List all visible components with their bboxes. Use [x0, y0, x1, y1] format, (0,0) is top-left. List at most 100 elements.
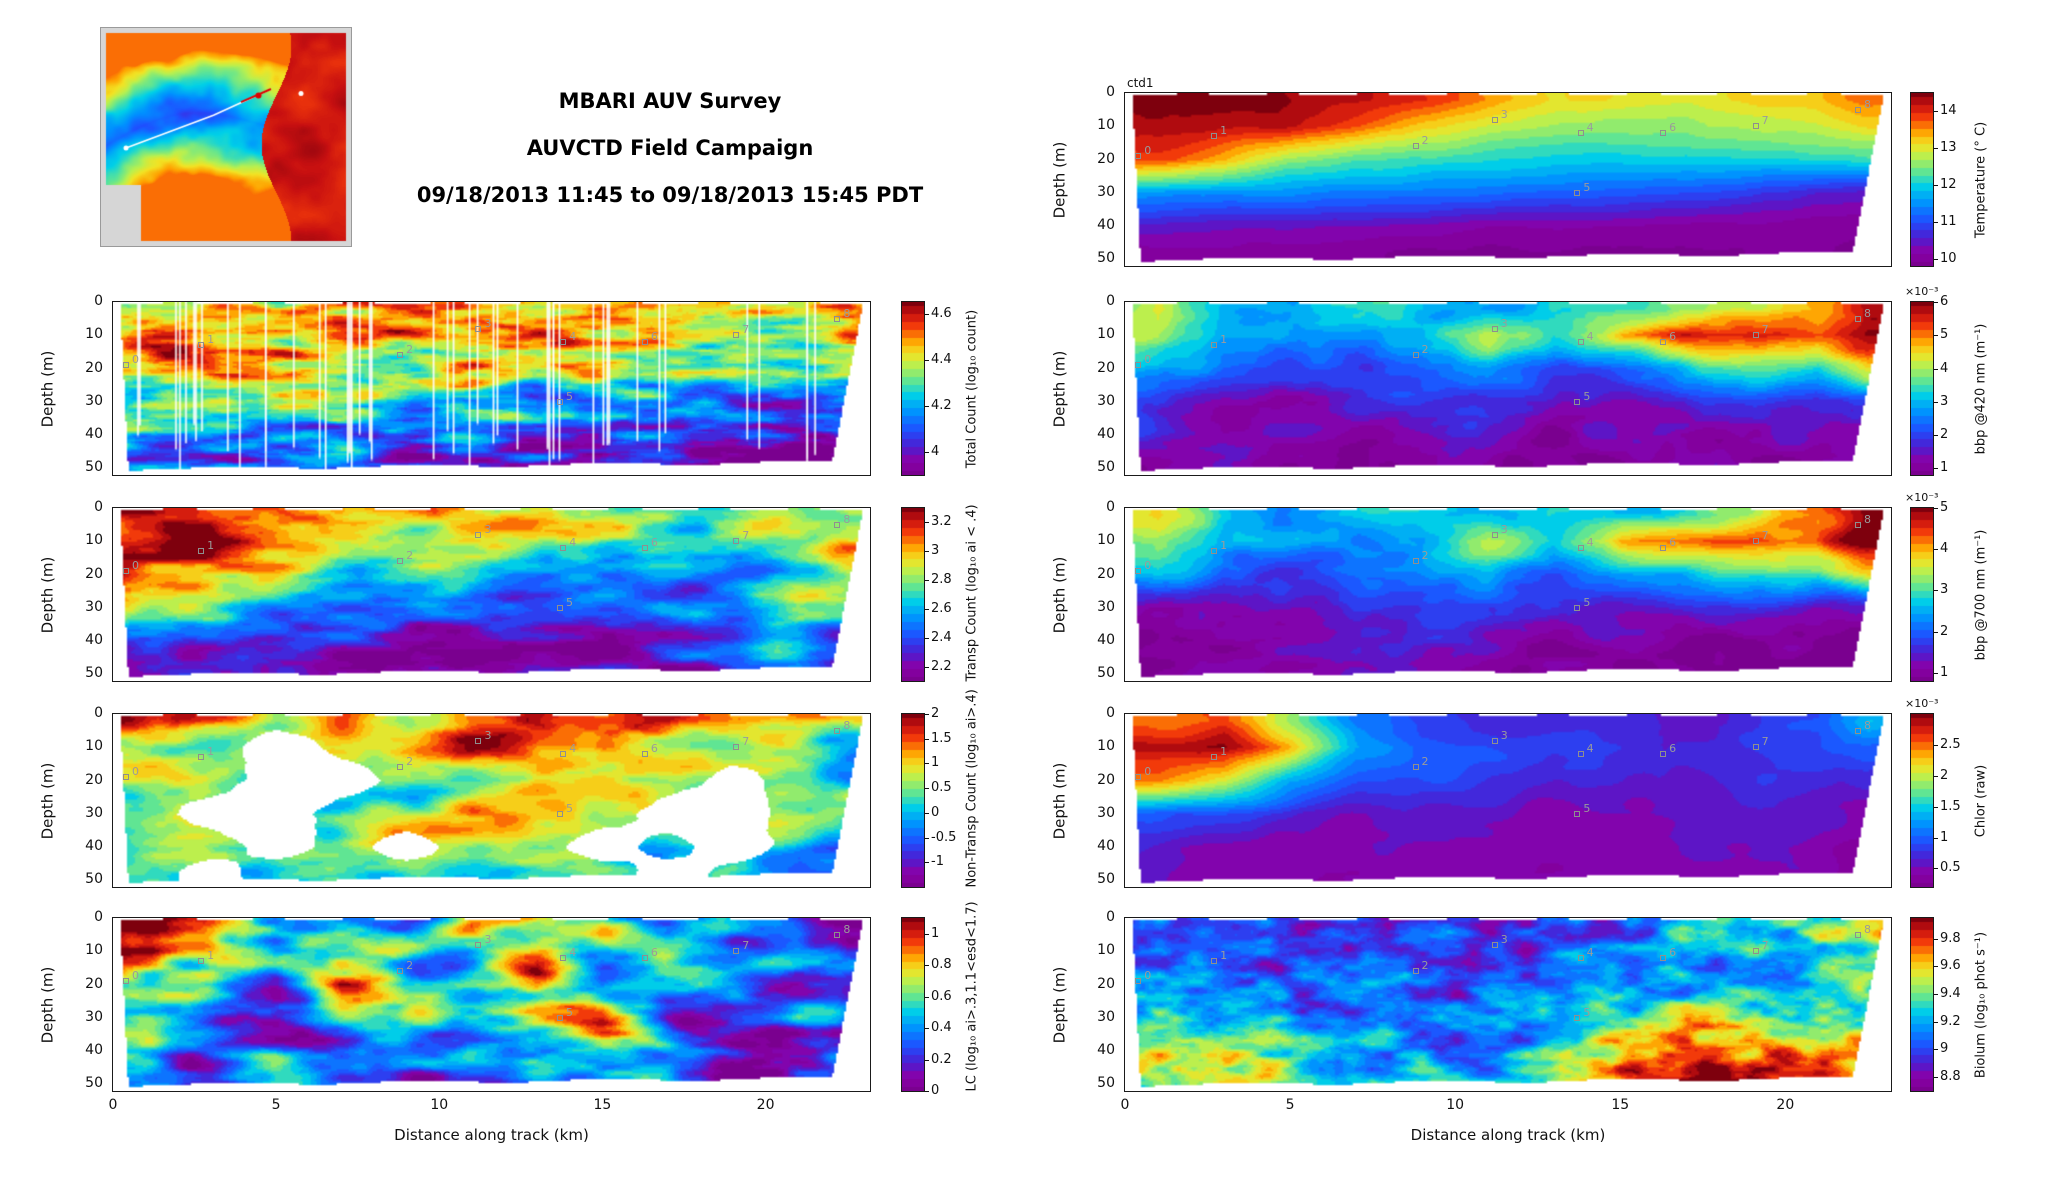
colorbar-tick-label: 0.5	[931, 780, 952, 796]
waypoint-square-icon	[1574, 604, 1581, 611]
waypoint-square-icon	[1412, 143, 1419, 150]
y-tick-label: 50	[85, 665, 103, 682]
y-tick-label: 40	[1097, 217, 1115, 234]
colorbar-tick	[925, 522, 929, 524]
waypoint-label: 2	[1421, 755, 1429, 769]
x-axis-label-left: Distance along track (km)	[394, 1126, 589, 1144]
waypoint-square-icon	[1577, 954, 1584, 961]
y-tick-label: 10	[1097, 942, 1115, 959]
y-tick-label: 10	[85, 738, 103, 755]
waypoint-square-icon	[1211, 548, 1218, 555]
y-tick-label: 20	[85, 565, 103, 582]
waypoint-label: 1	[1220, 333, 1228, 347]
y-tick-label: 50	[85, 1075, 103, 1092]
colorbar-tick-label: -1	[931, 854, 944, 870]
colorbar-tick	[1934, 111, 1938, 113]
y-tick-label: 0	[1106, 909, 1115, 925]
bathymetry-map-inset	[100, 27, 352, 247]
colorbar-tick	[1934, 1049, 1938, 1051]
waypoint-square-icon	[834, 931, 841, 938]
waypoint-label: 3	[1500, 932, 1508, 946]
waypoint-square-icon	[123, 362, 130, 369]
waypoint-label: 7	[1761, 323, 1769, 337]
waypoint-label: 5	[566, 801, 574, 815]
colorbar-tick	[1934, 368, 1938, 370]
waypoint-square-icon	[1135, 568, 1142, 575]
waypoint-square-icon	[198, 958, 205, 965]
y-tick-label: 20	[85, 771, 103, 788]
waypoint-label: 7	[742, 939, 750, 953]
waypoint-square-icon	[1752, 538, 1759, 545]
colorbar-tick	[1934, 672, 1938, 674]
waypoint-square-icon	[1752, 332, 1759, 339]
waypoint-label: 0	[1144, 559, 1152, 573]
y-tick-label: 0	[1106, 499, 1115, 515]
waypoint-square-icon	[1412, 764, 1419, 771]
waypoint-square-icon	[1491, 941, 1498, 948]
x-tick-label: 20	[756, 1097, 775, 1113]
waypoint-square-icon	[1135, 153, 1142, 160]
y-tick-label: 20	[1097, 771, 1115, 788]
waypoint-label: 4	[1586, 535, 1594, 549]
colorbar-tick	[1934, 302, 1938, 303]
y-axis-label: Depth (m)	[38, 762, 56, 839]
y-tick-label: 20	[1097, 975, 1115, 992]
y-tick-label: 40	[1097, 838, 1115, 855]
waypoint-square-icon	[1574, 810, 1581, 817]
y-tick-label: 10	[85, 942, 103, 959]
colorbar-tick	[1934, 1021, 1938, 1023]
colorbar-tick-label: 0.4	[931, 1020, 952, 1036]
waypoint-label: 4	[1586, 741, 1594, 755]
colorbar-tick	[925, 359, 929, 361]
colorbar-tick	[925, 812, 929, 814]
y-tick-label: 50	[1097, 459, 1115, 476]
waypoint-label: 7	[1761, 529, 1769, 543]
waypoint-label: 1	[1220, 949, 1228, 963]
waypoint-square-icon	[733, 744, 740, 751]
waypoint-square-icon	[1574, 189, 1581, 196]
colorbar-tick	[1934, 435, 1938, 437]
waypoint-label: 3	[484, 932, 492, 946]
colorbar-tick-label: 6	[1940, 294, 1949, 309]
y-tick-label: 30	[85, 598, 103, 615]
colorbar-tick	[925, 788, 929, 790]
colorbar-tick-label: 1	[1940, 829, 1949, 845]
y-tick-label: 10	[1097, 326, 1115, 343]
y-tick-label: 40	[85, 426, 103, 443]
colorbar-tick-label: 2	[1940, 623, 1949, 639]
y-tick-label: 10	[1097, 117, 1115, 134]
colorbar-tick-label: 2.6	[931, 600, 952, 616]
y-tick-label: 40	[1097, 426, 1115, 443]
waypoint-square-icon	[1412, 352, 1419, 359]
colorbar-tick-label: 4	[1940, 541, 1949, 557]
bbp420-colorbar-label: bbp @420 nm (m⁻¹)	[1973, 323, 1988, 454]
waypoint-square-icon	[1491, 325, 1498, 332]
y-tick-label: 0	[1106, 705, 1115, 721]
colorbar-tick	[1934, 837, 1938, 839]
waypoint-label: 1	[1220, 539, 1228, 553]
waypoint-square-icon	[641, 954, 648, 961]
waypoint-label: 8	[1863, 306, 1871, 320]
waypoint-label: 6	[650, 945, 658, 959]
y-tick-label: 30	[1097, 804, 1115, 821]
colorbar-tick-label: 0.5	[1940, 860, 1961, 876]
y-tick-label: 10	[85, 326, 103, 343]
colorbar-tick	[1934, 938, 1938, 940]
waypoint-label: 4	[1586, 120, 1594, 134]
waypoint-square-icon	[557, 810, 564, 817]
waypoint-square-icon	[1574, 1014, 1581, 1021]
transp-count-heatmap	[113, 508, 870, 681]
waypoint-square-icon	[1854, 727, 1861, 734]
waypoint-square-icon	[1854, 315, 1861, 322]
waypoint-label: 6	[650, 535, 658, 549]
y-tick-label: 50	[1097, 665, 1115, 682]
waypoint-label: 6	[1669, 329, 1677, 343]
waypoint-label: 4	[1586, 329, 1594, 343]
x-tick-label: 0	[108, 1097, 118, 1113]
colorbar-tick	[1934, 508, 1938, 509]
colorbar-tick-label: 3	[1940, 393, 1949, 409]
colorbar-tick-label: 3	[931, 543, 940, 559]
y-tick-label: 50	[85, 459, 103, 476]
waypoint-square-icon	[397, 558, 404, 565]
waypoint-label: 7	[742, 529, 750, 543]
